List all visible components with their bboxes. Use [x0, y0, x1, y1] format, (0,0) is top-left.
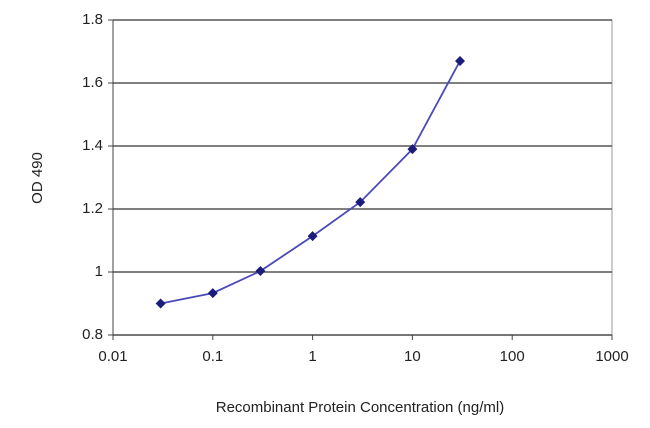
y-tick-label: 1: [95, 263, 103, 280]
y-tick-label: 0.8: [82, 326, 103, 343]
data-point: [407, 144, 418, 155]
y-axis-label: OD 490: [29, 152, 46, 204]
x-tick-label: 10: [404, 348, 421, 365]
x-tick-label: 100: [500, 348, 525, 365]
y-tick-label: 1.8: [82, 11, 103, 28]
data-point: [307, 231, 318, 242]
x-tick-label: 0.01: [98, 348, 127, 365]
x-axis-label: Recombinant Protein Concentration (ng/ml…: [216, 399, 504, 416]
y-tick-label: 1.4: [82, 137, 103, 154]
x-tick-label: 1000: [595, 348, 628, 365]
data-point: [355, 197, 366, 208]
data-point: [155, 298, 166, 309]
data-point: [255, 266, 266, 277]
y-tick-label: 1.2: [82, 200, 103, 217]
x-tick-label: 0.1: [202, 348, 223, 365]
data-point: [455, 55, 466, 66]
plot-area: [112, 19, 613, 336]
x-tick-label: 1: [308, 348, 316, 365]
y-tick-label: 1.6: [82, 74, 103, 91]
data-point: [207, 288, 218, 299]
